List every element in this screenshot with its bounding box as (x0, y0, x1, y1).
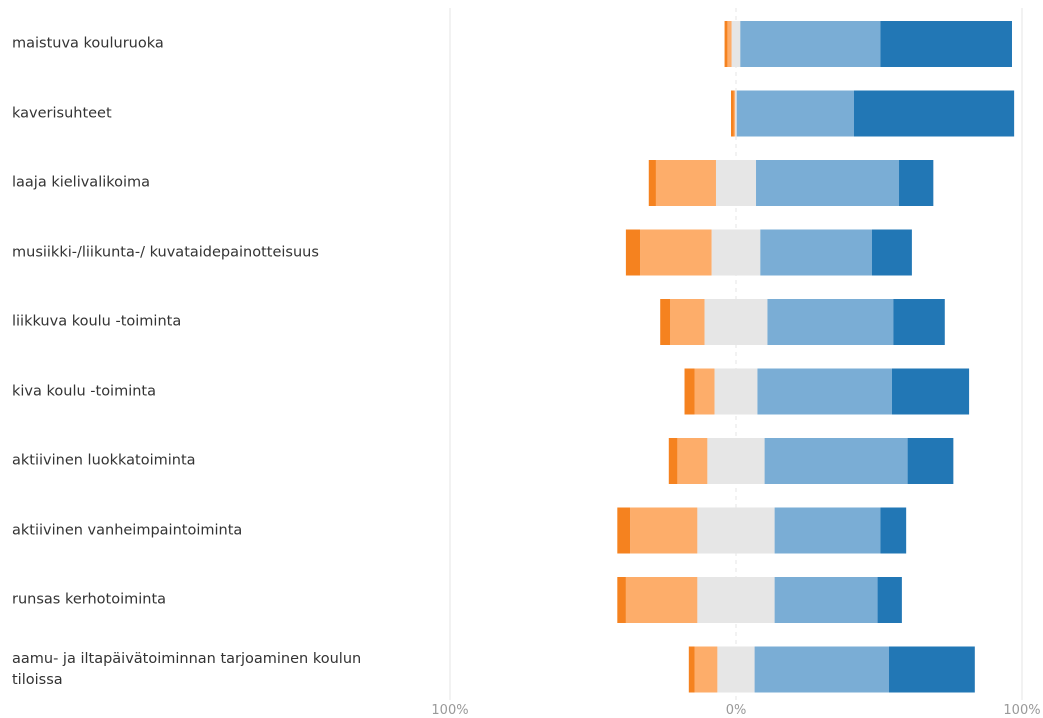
bar-segment (727, 21, 732, 67)
category-label: aktiivinen vanheimpaintoiminta (12, 522, 243, 538)
bar-segment (625, 577, 698, 623)
bar-segment (655, 160, 716, 206)
bar-segment (736, 90, 854, 137)
bar-segment (714, 368, 758, 415)
bar-segment (625, 229, 641, 276)
bar-segment (756, 160, 900, 206)
bar-segment (877, 577, 902, 623)
bar-segment (871, 229, 912, 276)
bar-segment (764, 438, 908, 484)
bar-segment (715, 160, 757, 206)
bar-segment (754, 646, 890, 693)
category-label: runsas kerhotoiminta (12, 591, 167, 608)
bar-segment (880, 507, 907, 554)
category-label: aktiivinen luokkatoiminta (12, 452, 196, 469)
bar-segment (660, 299, 671, 345)
bar-segment (730, 90, 734, 137)
bar-segment (677, 438, 708, 484)
category-label: kaverisuhteet (12, 105, 112, 121)
bar-segment (670, 299, 705, 345)
bar-segment (891, 368, 970, 415)
bar-segment (668, 438, 678, 484)
bar-segment (688, 646, 695, 693)
bar-segment (735, 90, 737, 137)
bar-segment (907, 438, 954, 484)
bar-segment (704, 299, 768, 345)
bar-segment (617, 507, 631, 554)
bar-segment (853, 90, 1015, 137)
bar-segment (731, 21, 741, 67)
bar-segment (717, 646, 755, 693)
x-tick-label: 0% (726, 703, 747, 718)
bar-segment (648, 160, 656, 206)
bar-segment (757, 368, 892, 415)
x-tick-label: 100% (1003, 703, 1040, 718)
x-tick-label: 100% (431, 703, 468, 718)
bar-segment (694, 646, 718, 693)
bar-segment (724, 21, 728, 67)
bar-segment (740, 21, 881, 67)
category-label: kiva koulu -toiminta (12, 383, 157, 399)
bar-segment (711, 229, 761, 276)
category-label: liikkuva koulu -toiminta (12, 313, 182, 330)
bar-segment (617, 577, 626, 623)
bar-segment (760, 229, 872, 276)
bar-segment (640, 229, 712, 276)
bar-segment (697, 577, 775, 623)
bar-segment (694, 368, 715, 415)
bar-segment (630, 507, 698, 554)
bar-segment (893, 299, 945, 345)
bar-segment (880, 21, 1012, 67)
bar-segment (707, 438, 765, 484)
category-label: musiikki-/liikunta-/ kuvataidepainotteis… (12, 244, 319, 260)
category-label: laaja kielivalikoima (12, 174, 151, 191)
category-label: maistuva kouluruoka (12, 35, 164, 52)
bar-segment (774, 507, 881, 554)
category-label: aamu- ja iltapäivätoiminnan tarjoaminen … (12, 650, 362, 688)
bar-segment (697, 507, 775, 554)
bar-segment (889, 646, 975, 693)
bar-segment (733, 90, 736, 137)
bar-segment (684, 368, 695, 415)
bar-segment (774, 577, 878, 623)
bar-segment (767, 299, 894, 345)
bar-segment (899, 160, 934, 206)
